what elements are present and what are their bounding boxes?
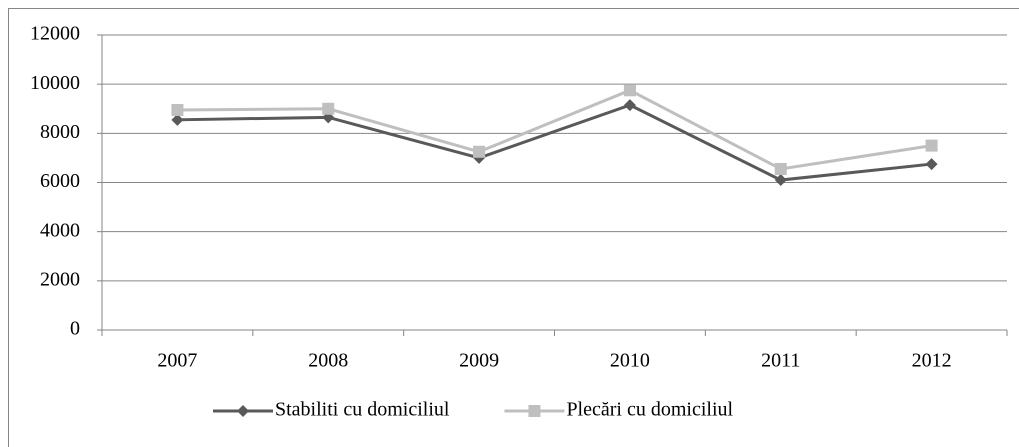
y-tick-label: 4000 [40,219,80,241]
series-line [177,88,932,171]
legend-label: Stabiliti cu domiciliul [275,399,450,421]
data-point [623,99,636,112]
data-point [322,102,335,115]
legend-marker [237,405,249,417]
data-point [171,113,184,126]
y-tick-label: 2000 [40,268,80,290]
y-tick-label: 12000 [30,23,80,45]
y-tick-label: 10000 [30,72,80,94]
legend-label: Plecări cu domiciliul [566,399,733,421]
data-point [623,84,636,97]
data-point [774,174,787,187]
data-point [774,162,787,175]
y-tick-label: 8000 [40,121,80,143]
x-tick-label: 2007 [157,350,197,372]
x-tick-label: 2010 [610,350,650,372]
y-tick-label: 0 [70,318,80,340]
y-tick-label: 6000 [40,170,80,192]
data-point [925,158,938,171]
x-tick-label: 2009 [459,350,499,372]
chart-border [8,8,1019,447]
legend-marker [528,405,541,417]
x-tick-label: 2008 [308,350,348,372]
x-tick-label: 2011 [761,350,800,372]
data-point [171,103,184,116]
data-point [473,145,486,158]
x-tick-label: 2012 [912,350,952,372]
data-point [925,139,938,152]
series-line [177,103,932,182]
